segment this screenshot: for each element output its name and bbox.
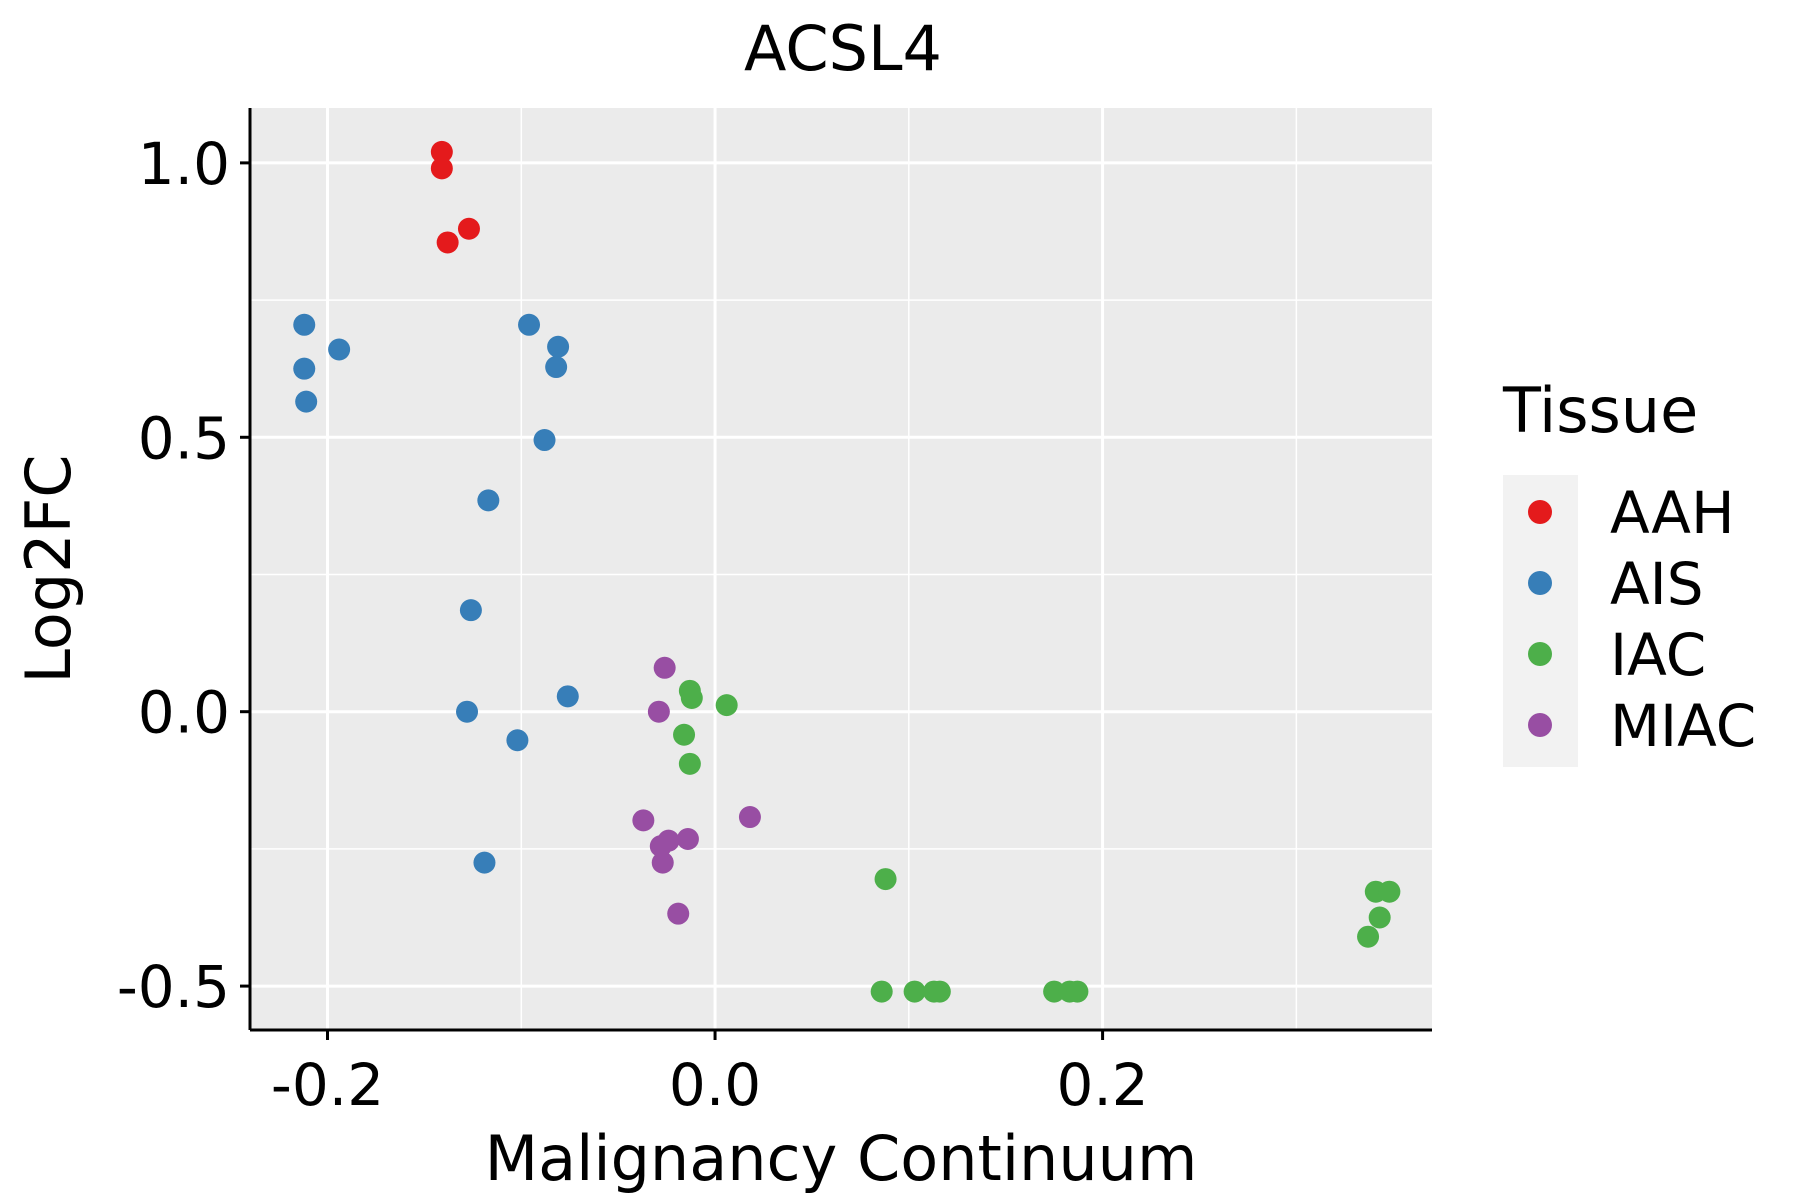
data-point-iac: [1357, 925, 1380, 948]
data-point-aah: [430, 140, 453, 163]
data-point-iac: [874, 868, 897, 891]
data-point-ais: [506, 729, 529, 752]
data-point-iac: [870, 980, 893, 1003]
plot-panel: [250, 108, 1432, 1030]
data-point-miac: [738, 806, 761, 829]
data-point-iac: [928, 980, 951, 1003]
data-point-iac: [903, 980, 926, 1003]
data-point-ais: [328, 338, 351, 361]
data-point-miac: [653, 656, 676, 679]
data-point-miac: [657, 829, 680, 852]
data-point-iac: [1378, 880, 1401, 903]
data-point-iac: [715, 694, 738, 717]
data-point-ais: [473, 851, 496, 874]
legend-label-ais: AIS: [1610, 550, 1704, 618]
data-point-ais: [293, 313, 316, 336]
data-point-ais: [456, 700, 479, 723]
chart-title: ACSL4: [744, 12, 942, 85]
y-tick-label: 0.5: [138, 404, 230, 472]
legend-label-aah: AAH: [1610, 479, 1735, 547]
data-point-ais: [477, 489, 500, 512]
x-tick-label: 0.0: [669, 1051, 761, 1119]
legend-key-miac: [1528, 713, 1552, 737]
data-point-iac: [1066, 980, 1089, 1003]
y-tick-label: 0.0: [138, 679, 230, 747]
data-point-iac: [678, 752, 701, 775]
data-point-aah: [457, 217, 480, 240]
data-point-miac: [632, 809, 655, 832]
x-axis-ticks: -0.2 0.0 0.2: [271, 1030, 1149, 1119]
legend-label-miac: MIAC: [1610, 692, 1756, 760]
data-point-ais: [556, 685, 579, 708]
data-point-miac: [651, 851, 674, 874]
data-point-miac: [647, 700, 670, 723]
grid-lines: [250, 108, 1432, 1030]
data-point-ais: [295, 390, 318, 413]
y-tick-label: -0.5: [117, 953, 230, 1021]
data-point-ais: [293, 357, 316, 380]
data-point-aah: [436, 231, 459, 254]
data-point-iac: [1368, 906, 1391, 929]
data-point-aah: [430, 157, 453, 180]
data-points: [293, 140, 1401, 1003]
data-point-miac: [676, 828, 699, 851]
x-axis-label: Malignancy Continuum: [485, 1122, 1198, 1195]
y-tick-label: 1.0: [138, 130, 230, 198]
y-axis-ticks: -0.5 0.0 0.5 1.0: [117, 130, 250, 1021]
data-point-miac: [667, 902, 690, 925]
data-point-ais: [545, 356, 568, 379]
legend-title: Tissue: [1502, 374, 1698, 447]
data-point-ais: [459, 599, 482, 622]
legend-key-aah: [1528, 500, 1552, 524]
y-axis-label: Log2FC: [12, 454, 85, 683]
data-point-iac: [680, 686, 703, 709]
x-tick-label: -0.2: [271, 1051, 384, 1119]
legend-key-iac: [1528, 642, 1552, 666]
data-point-ais: [518, 313, 541, 336]
legend-key-ais: [1528, 571, 1552, 595]
data-point-iac: [673, 723, 696, 746]
data-point-ais: [547, 335, 570, 358]
legend-label-iac: IAC: [1610, 621, 1706, 689]
data-point-iac: [1043, 980, 1066, 1003]
x-tick-label: 0.2: [1056, 1051, 1148, 1119]
data-point-ais: [533, 429, 556, 452]
